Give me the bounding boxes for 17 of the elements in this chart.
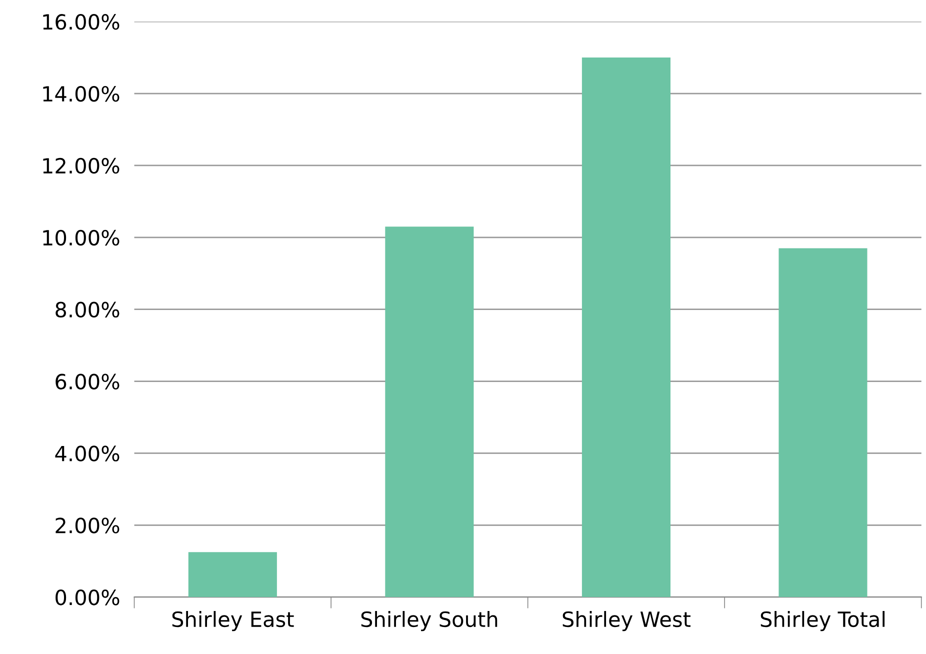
y-tick-label: 8.00% [56, 302, 120, 318]
y-tick-label: 6.00% [56, 374, 120, 390]
y-tick-label: 4.00% [55, 446, 120, 462]
x-tick-label: Shirley West [562, 610, 690, 632]
x-tick-label: Shirley Total [760, 610, 885, 632]
bar [582, 58, 670, 598]
y-tick-label: 16.00% [43, 14, 120, 30]
bar [385, 226, 474, 598]
x-tick-label: Shirley East [172, 610, 294, 632]
y-tick-label: 10.00% [43, 230, 120, 246]
y-tick-label: 0.00% [56, 590, 120, 606]
y-tick-label: 14.00% [43, 86, 120, 102]
x-tick-label: Shirley South [361, 610, 498, 632]
y-tick-label: 2.00% [56, 518, 120, 534]
y-tick-label: 12.00% [43, 158, 120, 174]
bar [778, 248, 868, 598]
bar [188, 552, 277, 598]
